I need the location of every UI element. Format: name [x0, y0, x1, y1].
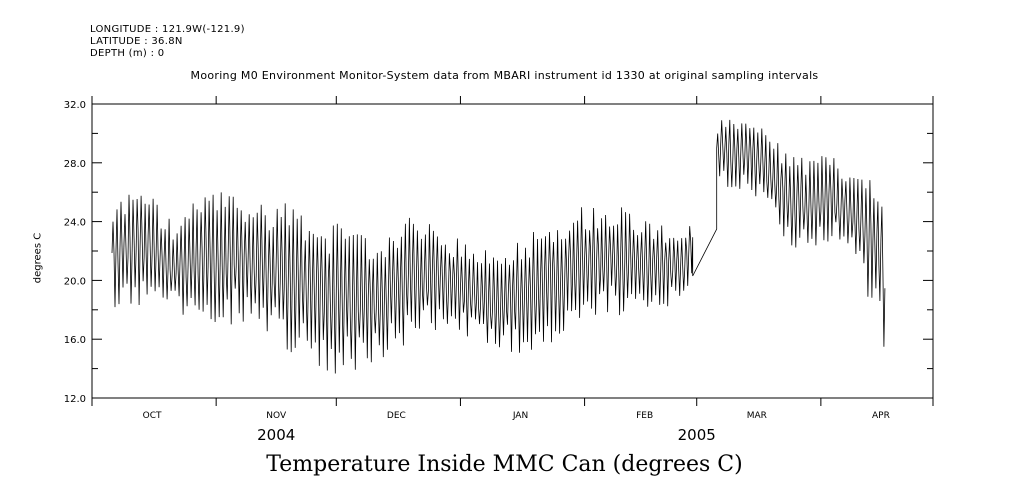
x-tick-label: JAN — [512, 411, 528, 421]
year-label: 2005 — [678, 426, 716, 444]
x-tick-label: NOV — [266, 411, 287, 421]
temperature-line — [111, 119, 886, 374]
year-label: 2004 — [257, 426, 295, 444]
chart-title: Temperature Inside MMC Can (degrees C) — [266, 452, 743, 477]
y-tick-label: 12.0 — [64, 394, 86, 405]
x-tick-label: FEB — [636, 411, 653, 421]
depth-label: DEPTH (m) : 0 — [90, 48, 165, 59]
y-tick-label: 24.0 — [64, 218, 86, 229]
y-axis-label: degrees C — [32, 232, 44, 284]
x-tick-label: MAR — [747, 411, 767, 421]
x-tick-label: OCT — [143, 411, 162, 421]
y-tick-label: 28.0 — [64, 159, 86, 170]
y-tick-label: 20.0 — [64, 276, 86, 287]
longitude-label: LONGITUDE : 121.9W(-121.9) — [90, 24, 245, 35]
chart-subtitle: Mooring M0 Environment Monitor-System da… — [190, 69, 819, 82]
x-tick-label: APR — [872, 411, 890, 421]
y-tick-label: 32.0 — [64, 100, 86, 111]
x-tick-label: DEC — [387, 411, 406, 421]
y-tick-label: 16.0 — [64, 335, 86, 346]
chart-axes: 12.0 16.0 20.0 24.0 28.0 32.0 OCT NOV DEC JAN FEB M… — [64, 96, 934, 444]
temperature-series — [111, 119, 886, 374]
latitude-label: LATITUDE : 36.8N — [90, 36, 183, 47]
